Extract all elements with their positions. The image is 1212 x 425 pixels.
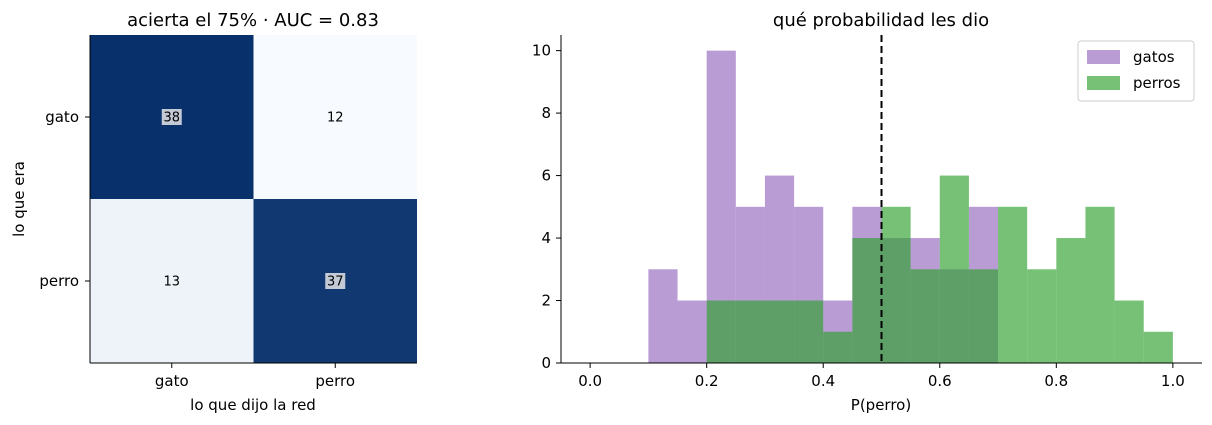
cm-y-tick-label: perro (39, 272, 79, 290)
confusion-matrix-cells: 38 12 13 37 (90, 35, 417, 363)
legend-label-perros: perros (1133, 74, 1181, 92)
hist-y-tick-label: 8 (541, 104, 551, 122)
confusion-matrix-ticks: gato perro gato perro (39, 108, 355, 390)
histogram-bar-perros (1085, 206, 1115, 363)
histogram-bar-perros (706, 300, 736, 363)
hist-y-tick-label: 2 (541, 292, 551, 310)
hist-x-axis-label: P(perro) (851, 396, 911, 414)
histogram-bar-perros (823, 331, 853, 363)
cm-cell-value: 13 (163, 275, 180, 290)
probability-histogram: qué probabilidad les dio 0.0 0.2 0.4 0.6 0.8… (532, 10, 1202, 414)
hist-x-tick-label: 0.4 (811, 372, 835, 390)
cm-y-tick-label: gato (45, 108, 79, 126)
confusion-matrix-title: acierta el 75% · AUC = 0.83 (127, 10, 379, 31)
cm-y-axis-label: lo que era (10, 161, 28, 237)
histogram-bar-perros (939, 175, 969, 363)
hist-y-tick-label: 10 (532, 42, 551, 60)
cm-cell-value: 37 (327, 275, 344, 290)
histogram-bar-perros (1114, 300, 1144, 363)
histogram-title: qué probabilidad les dio (773, 10, 989, 31)
hist-x-tick-label: 0.0 (578, 372, 602, 390)
confusion-matrix: acierta el 75% · AUC = 0.83 38 12 13 37 gat… (10, 10, 417, 414)
cm-cell-label-background (161, 109, 182, 125)
histogram-bar-perros (794, 300, 824, 363)
cm-cell (90, 199, 254, 363)
cm-cell-label-background (325, 273, 346, 289)
hist-y-tick-label: 4 (541, 229, 551, 247)
hist-x-tick-label: 1.0 (1161, 372, 1185, 390)
hist-x-tick-label: 0.8 (1044, 372, 1068, 390)
hist-x-tick-label: 0.6 (928, 372, 952, 390)
legend-swatch-perros (1087, 76, 1120, 90)
histogram-ticks: 0.0 0.2 0.4 0.6 0.8 1.0 0 2 4 6 8 10 (532, 42, 1185, 390)
histogram-bar-perros (735, 300, 765, 363)
cm-cell-value: 38 (163, 111, 180, 126)
histogram-bar-perros (1143, 331, 1173, 363)
histogram-bar-perros (998, 206, 1028, 363)
histogram-bar-perros (910, 269, 940, 363)
histogram-bar-gatos (677, 300, 707, 363)
cm-x-tick-label: gato (155, 372, 189, 390)
histogram-bar-perros (1027, 269, 1057, 363)
hist-x-tick-label: 0.2 (695, 372, 719, 390)
cm-x-tick-label: perro (315, 372, 355, 390)
legend: gatos perros (1077, 40, 1195, 102)
histogram-bar-perros (852, 238, 882, 363)
histogram-bar-perros (1056, 238, 1086, 363)
hist-y-tick-label: 0 (541, 354, 551, 372)
hist-y-tick-label: 6 (541, 167, 551, 185)
histogram-bar-gatos (648, 269, 678, 363)
cm-cell (253, 35, 417, 199)
histogram-bar-perros (881, 206, 911, 363)
legend-label-gatos: gatos (1133, 48, 1175, 66)
histogram-bar-perros (968, 269, 999, 363)
histogram-bar-perros (764, 300, 795, 363)
cm-cell-value: 12 (327, 111, 344, 126)
cm-x-axis-label: lo que dijo la red (190, 396, 316, 414)
histogram-bars (648, 50, 1173, 363)
legend-swatch-gatos (1087, 50, 1120, 64)
